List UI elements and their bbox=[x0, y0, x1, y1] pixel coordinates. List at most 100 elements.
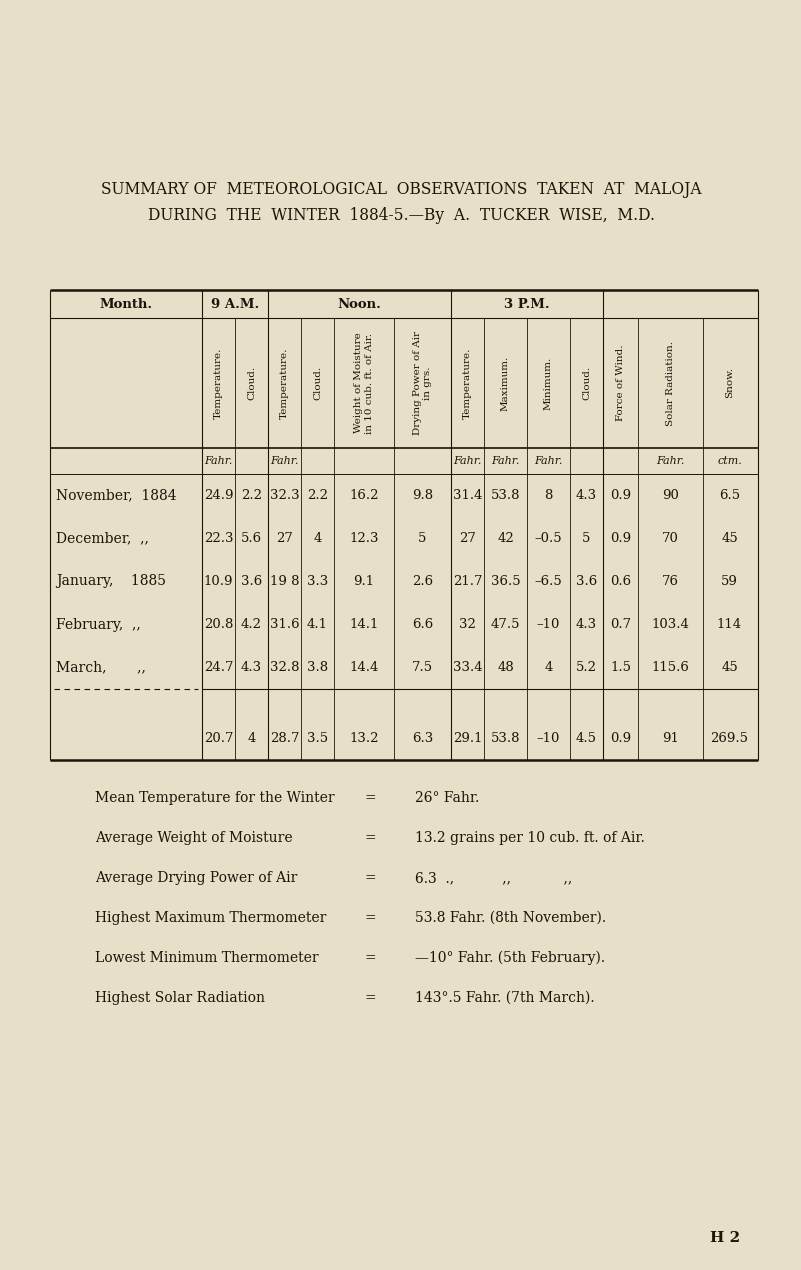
Text: 115.6: 115.6 bbox=[651, 660, 690, 674]
Text: 3.6: 3.6 bbox=[241, 575, 262, 588]
Text: 53.8 Fahr. (8th November).: 53.8 Fahr. (8th November). bbox=[415, 911, 606, 925]
Text: 3.3: 3.3 bbox=[307, 575, 328, 588]
Text: 32.8: 32.8 bbox=[270, 660, 300, 674]
Text: —10° Fahr. (5th February).: —10° Fahr. (5th February). bbox=[415, 951, 605, 965]
Text: 27: 27 bbox=[459, 532, 476, 545]
Text: 10.9: 10.9 bbox=[203, 575, 233, 588]
Text: 9.8: 9.8 bbox=[412, 489, 433, 502]
Text: Cloud.: Cloud. bbox=[313, 366, 322, 400]
Text: 2.2: 2.2 bbox=[307, 489, 328, 502]
Text: 0.6: 0.6 bbox=[610, 575, 631, 588]
Text: 22.3: 22.3 bbox=[203, 532, 233, 545]
Text: SUMMARY OF  METEOROLOGICAL  OBSERVATIONS  TAKEN  AT  MALOJA: SUMMARY OF METEOROLOGICAL OBSERVATIONS T… bbox=[101, 182, 702, 198]
Text: H 2: H 2 bbox=[710, 1231, 740, 1245]
Text: 4.5: 4.5 bbox=[576, 732, 597, 745]
Text: 4.3: 4.3 bbox=[576, 618, 597, 631]
Text: 59: 59 bbox=[721, 575, 738, 588]
Text: 0.9: 0.9 bbox=[610, 489, 631, 502]
Text: 3.8: 3.8 bbox=[307, 660, 328, 674]
Text: Cloud.: Cloud. bbox=[582, 366, 591, 400]
Text: Average Weight of Moisture: Average Weight of Moisture bbox=[95, 831, 292, 845]
Text: 2.6: 2.6 bbox=[412, 575, 433, 588]
Text: 33.4: 33.4 bbox=[453, 660, 482, 674]
Text: Highest Solar Radiation: Highest Solar Radiation bbox=[95, 991, 265, 1005]
Text: 12.3: 12.3 bbox=[349, 532, 379, 545]
Text: =: = bbox=[364, 831, 376, 845]
Text: 4: 4 bbox=[248, 732, 256, 745]
Text: Temperature.: Temperature. bbox=[463, 347, 472, 419]
Text: Cloud.: Cloud. bbox=[247, 366, 256, 400]
Text: Fahr.: Fahr. bbox=[204, 456, 232, 466]
Text: –10: –10 bbox=[537, 618, 560, 631]
Text: 143°.5 Fahr. (7th March).: 143°.5 Fahr. (7th March). bbox=[415, 991, 594, 1005]
Text: 8: 8 bbox=[545, 489, 553, 502]
Text: 29.1: 29.1 bbox=[453, 732, 482, 745]
Text: Maximum.: Maximum. bbox=[501, 356, 510, 410]
Text: December,  ,,: December, ,, bbox=[56, 532, 149, 546]
Text: 3.5: 3.5 bbox=[307, 732, 328, 745]
Text: Average Drying Power of Air: Average Drying Power of Air bbox=[95, 871, 297, 885]
Text: 14.1: 14.1 bbox=[349, 618, 379, 631]
Text: Fahr.: Fahr. bbox=[453, 456, 481, 466]
Text: 27: 27 bbox=[276, 532, 293, 545]
Text: Snow.: Snow. bbox=[725, 367, 734, 399]
Text: 6.6: 6.6 bbox=[412, 618, 433, 631]
Text: 24.9: 24.9 bbox=[203, 489, 233, 502]
Text: 1.5: 1.5 bbox=[610, 660, 631, 674]
Text: Highest Maximum Thermometer: Highest Maximum Thermometer bbox=[95, 911, 326, 925]
Text: 91: 91 bbox=[662, 732, 679, 745]
Text: =: = bbox=[364, 991, 376, 1005]
Text: Weight of Moisture
in 10 cub. ft. of Air.: Weight of Moisture in 10 cub. ft. of Air… bbox=[354, 333, 374, 433]
Text: 0.7: 0.7 bbox=[610, 618, 631, 631]
Text: Solar Radiation.: Solar Radiation. bbox=[666, 340, 675, 425]
Text: 20.8: 20.8 bbox=[203, 618, 233, 631]
Text: 32: 32 bbox=[459, 618, 476, 631]
Text: 6.3  .,           ,,            ,,: 6.3 ., ,, ,, bbox=[415, 871, 572, 885]
Text: 47.5: 47.5 bbox=[491, 618, 521, 631]
Text: 53.8: 53.8 bbox=[491, 489, 521, 502]
Text: DURING  THE  WINTER  1884-5.—By  A.  TUCKER  WISE,  M.D.: DURING THE WINTER 1884-5.—By A. TUCKER W… bbox=[147, 207, 654, 225]
Text: 70: 70 bbox=[662, 532, 679, 545]
Text: –6.5: –6.5 bbox=[534, 575, 562, 588]
Text: 13.2 grains per 10 cub. ft. of Air.: 13.2 grains per 10 cub. ft. of Air. bbox=[415, 831, 645, 845]
Text: Force of Wind.: Force of Wind. bbox=[616, 344, 625, 422]
Text: 20.7: 20.7 bbox=[203, 732, 233, 745]
Text: 4.3: 4.3 bbox=[241, 660, 262, 674]
Text: Noon.: Noon. bbox=[337, 297, 381, 310]
Text: Fahr.: Fahr. bbox=[534, 456, 562, 466]
Text: 9 A.M.: 9 A.M. bbox=[211, 297, 260, 310]
Text: 103.4: 103.4 bbox=[651, 618, 690, 631]
Text: 42: 42 bbox=[497, 532, 514, 545]
Text: 31.4: 31.4 bbox=[453, 489, 482, 502]
Text: =: = bbox=[364, 871, 376, 885]
Text: 4: 4 bbox=[545, 660, 553, 674]
Text: Month.: Month. bbox=[99, 297, 152, 310]
Text: 28.7: 28.7 bbox=[270, 732, 300, 745]
Text: 16.2: 16.2 bbox=[349, 489, 379, 502]
Text: Temperature.: Temperature. bbox=[214, 347, 223, 419]
Text: 45: 45 bbox=[721, 532, 738, 545]
Text: 4.2: 4.2 bbox=[241, 618, 262, 631]
Text: 269.5: 269.5 bbox=[710, 732, 748, 745]
Text: February,  ,,: February, ,, bbox=[56, 617, 141, 631]
Text: 3 P.M.: 3 P.M. bbox=[504, 297, 549, 310]
Text: Temperature.: Temperature. bbox=[280, 347, 289, 419]
Text: =: = bbox=[364, 791, 376, 805]
Text: Mean Temperature for the Winter: Mean Temperature for the Winter bbox=[95, 791, 335, 805]
Text: 5: 5 bbox=[582, 532, 590, 545]
Text: 2.2: 2.2 bbox=[241, 489, 262, 502]
Text: Fahr.: Fahr. bbox=[491, 456, 520, 466]
Text: 4.1: 4.1 bbox=[307, 618, 328, 631]
Text: 45: 45 bbox=[721, 660, 738, 674]
Text: 13.2: 13.2 bbox=[349, 732, 379, 745]
Text: 9.1: 9.1 bbox=[353, 575, 375, 588]
Text: 0.9: 0.9 bbox=[610, 732, 631, 745]
Text: 5: 5 bbox=[418, 532, 427, 545]
Text: =: = bbox=[364, 911, 376, 925]
Text: 26° Fahr.: 26° Fahr. bbox=[415, 791, 479, 805]
Text: ctm.: ctm. bbox=[717, 456, 742, 466]
Text: =: = bbox=[364, 951, 376, 965]
Text: Minimum.: Minimum. bbox=[544, 357, 553, 410]
Text: 6.5: 6.5 bbox=[719, 489, 740, 502]
Text: 0.9: 0.9 bbox=[610, 532, 631, 545]
